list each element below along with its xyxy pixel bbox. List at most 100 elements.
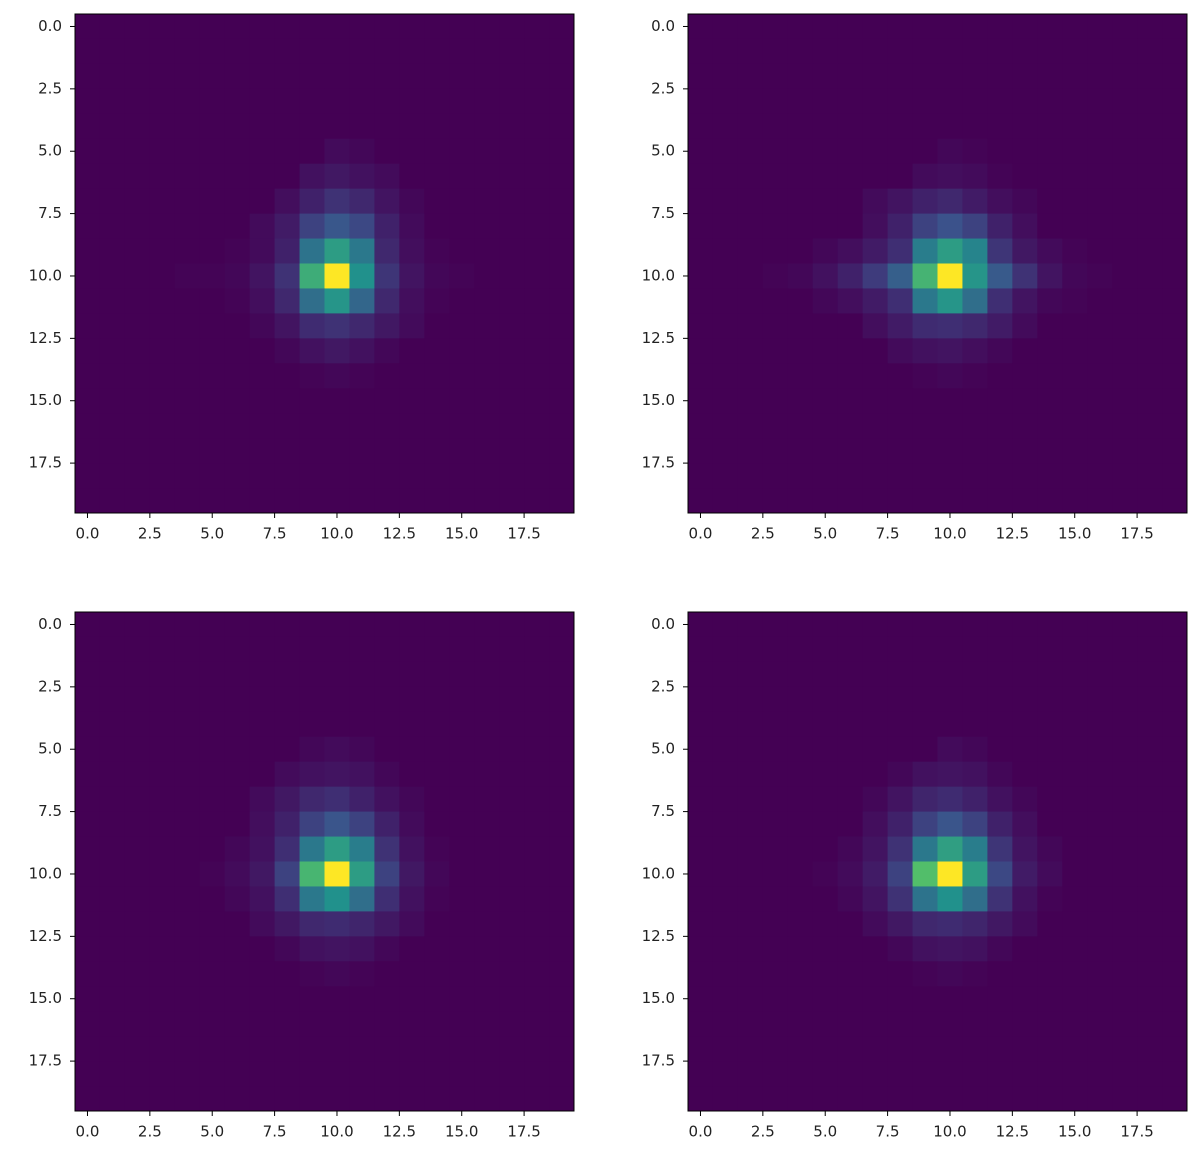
heatmap-cell [124, 1036, 151, 1062]
heatmap-cell [249, 711, 276, 738]
heatmap-cell [249, 961, 276, 987]
heatmap-cell [887, 463, 914, 489]
heatmap-cell [762, 612, 789, 638]
heatmap-cell [149, 388, 176, 414]
heatmap-cell [762, 238, 789, 264]
heatmap-cell [374, 338, 400, 364]
heatmap-cell [449, 188, 475, 215]
heatmap-cell [349, 263, 375, 289]
heatmap-cell [862, 213, 889, 240]
heatmap-cell [862, 1086, 889, 1112]
heatmap-cell [274, 488, 301, 514]
heatmap-cell [399, 636, 425, 663]
heatmap-cell [688, 438, 714, 464]
heatmap-cell [887, 338, 914, 364]
heatmap-cell [249, 263, 276, 289]
heatmap-cell [912, 363, 938, 389]
heatmap-cell [1162, 263, 1188, 289]
heatmap-cell [274, 213, 301, 240]
heatmap-cell [1012, 1011, 1038, 1037]
heatmap-cell [737, 14, 764, 40]
heatmap-cell [474, 786, 500, 813]
heatmap-cell [399, 911, 425, 937]
heatmap-cell [99, 463, 126, 489]
heatmap-cell [862, 811, 889, 838]
heatmap-cell [912, 188, 938, 215]
heatmap-cell [349, 188, 375, 215]
heatmap-cell [1012, 911, 1038, 937]
heatmap-cell [349, 88, 375, 115]
heatmap-cell [349, 113, 375, 140]
heatmap-cell [449, 811, 475, 838]
heatmap-cell [224, 836, 251, 862]
heatmap-cell [787, 463, 814, 489]
axes-frame [74, 611, 575, 1112]
heatmap-cell [1037, 188, 1063, 215]
heatmap-cell [524, 1011, 550, 1037]
heatmap-cell [1087, 213, 1113, 240]
heatmap-cell [787, 238, 814, 264]
heatmap-cell [962, 163, 988, 190]
heatmap-cell [324, 213, 350, 240]
heatmap-cell [274, 661, 301, 688]
heatmap-cell [887, 736, 914, 763]
heatmap-cell [812, 14, 839, 40]
heatmap-cell [937, 861, 963, 887]
heatmap-cell [224, 1086, 251, 1112]
heatmap-cell [912, 213, 938, 240]
heatmap-cell [712, 488, 739, 514]
heatmap-cell [762, 88, 789, 115]
heatmap-cell [912, 786, 938, 813]
heatmap-cell [1162, 438, 1188, 464]
heatmap-cell [1162, 288, 1188, 314]
heatmap-cell [424, 113, 450, 140]
heatmap-cell [762, 636, 789, 663]
heatmap-cell [1037, 63, 1063, 90]
heatmap-cell [1137, 911, 1163, 937]
heatmap-cell [762, 961, 789, 987]
heatmap-cell [1162, 413, 1188, 439]
heatmap-cell [787, 861, 814, 887]
heatmap-cell [1162, 138, 1188, 165]
heatmap-cell [1037, 1061, 1063, 1087]
heatmap-cell [274, 138, 301, 165]
heatmap-cell [474, 886, 500, 912]
heatmap-cell [149, 188, 176, 215]
heatmap-cell [499, 1061, 525, 1087]
heatmap-cell [737, 438, 764, 464]
y-tick-label: 0.0 [38, 17, 62, 35]
heatmap-cell [812, 413, 839, 439]
heatmap-cell [1112, 388, 1138, 414]
heatmap-cell [1162, 761, 1188, 788]
heatmap-cell [737, 188, 764, 215]
x-tick-label: 2.5 [751, 525, 775, 543]
heatmap-cell [549, 188, 575, 215]
heatmap-cell [349, 288, 375, 314]
heatmap-cell [987, 661, 1013, 688]
heatmap-cell [75, 1061, 101, 1087]
heatmap-cell [787, 88, 814, 115]
y-tick-label: 5.0 [38, 740, 62, 758]
heatmap-cell [349, 63, 375, 90]
heatmap-cell [299, 686, 325, 713]
x-tick-label: 10.0 [320, 1123, 353, 1141]
heatmap-cell [1012, 636, 1038, 663]
heatmap-cell [737, 488, 764, 514]
heatmap-cell [787, 986, 814, 1012]
heatmap-cell [787, 438, 814, 464]
heatmap-cell [862, 488, 889, 514]
heatmap-cell [987, 686, 1013, 713]
heatmap-cell [549, 463, 575, 489]
heatmap-cell [1062, 438, 1088, 464]
heatmap-cell [1062, 113, 1088, 140]
heatmap-cell [449, 836, 475, 862]
heatmap-cell [1112, 463, 1138, 489]
heatmap-cell [499, 238, 525, 264]
heatmap-cell [224, 363, 251, 389]
heatmap-cell [75, 786, 101, 813]
heatmap-cell [549, 761, 575, 788]
heatmap-cell [499, 188, 525, 215]
heatmap-cell [199, 886, 226, 912]
heatmap-cell [149, 1036, 176, 1062]
heatmap-cell [299, 911, 325, 937]
